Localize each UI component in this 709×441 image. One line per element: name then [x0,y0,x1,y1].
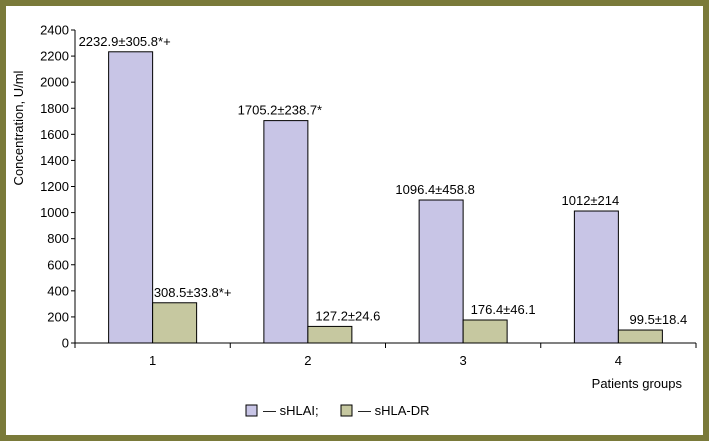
data-label: 1705.2±238.7* [238,103,323,118]
y-tick-label: 1400 [40,153,69,168]
bar-shla-dr [617,329,663,344]
bar-shlai [108,51,154,344]
y-tick-label: 600 [47,257,69,272]
bar-shlai [573,210,619,344]
bar-shla-dr [152,302,198,344]
data-label: 127.2±24.6 [315,308,380,323]
y-tick-label: 1600 [40,127,69,142]
data-label: 2232.9±305.8*+ [79,34,171,49]
legend-swatch [245,404,258,417]
y-tick-label: 1800 [40,101,69,116]
legend-label: — sHLA-DR [358,403,430,418]
data-label: 1012±214 [562,193,620,208]
bar-chart: Concentration, U/ml Patients groups 0 200… [11,23,697,418]
y-tick-label: 2200 [40,49,69,64]
bar-shlai [263,120,309,344]
y-tick-label: 200 [47,309,69,324]
bar-shla-dr [462,319,508,344]
y-tick-label: 1000 [40,205,69,220]
y-axis-label: Concentration, U/ml [11,70,26,185]
y-tick-label: 0 [62,336,69,351]
x-tick-label: 4 [615,353,622,368]
y-tick-label: 400 [47,283,69,298]
x-axis-label: Patients groups [592,376,683,391]
bar-shla-dr [307,325,353,344]
data-label: 176.4±46.1 [471,302,536,317]
y-tick-label: 800 [47,231,69,246]
legend-swatch [340,404,353,417]
data-label: 1096.4±458.8 [395,182,474,197]
legend-label: — sHLAI; [263,403,319,418]
y-tick-label: 2000 [40,75,69,90]
data-label: 99.5±18.4 [630,312,688,327]
bar-shlai [418,199,464,344]
data-label: 308.5±33.8*+ [154,285,232,300]
y-tick-label: 2400 [40,23,69,38]
y-tick-label: 1200 [40,179,69,194]
x-tick-label: 1 [149,353,156,368]
x-tick-label: 3 [460,353,467,368]
x-tick-label: 2 [304,353,311,368]
